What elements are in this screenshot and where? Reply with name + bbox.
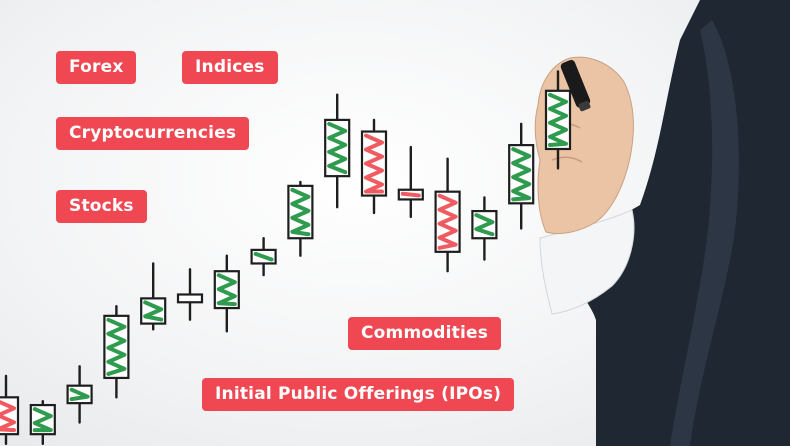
candle-fill [290,187,311,237]
candle-fill [253,251,274,262]
candle-fill [0,400,16,433]
tag-cryptocurrencies: Cryptocurrencies [56,117,250,150]
candle-13 [471,196,498,261]
candle-11 [397,145,424,219]
candle-1 [29,400,56,446]
tag-ipos: Initial Public Offerings (IPOs) [202,378,515,411]
tag-forex: Forex [56,51,137,84]
candle-fill [364,133,384,194]
candle-fill [437,193,458,250]
candle-12 [434,157,461,273]
candle-6 [213,254,240,333]
candle-fill [548,92,568,147]
candle-fill [143,300,164,322]
candle-5 [176,268,204,321]
candle-14 [508,122,535,230]
candle-fill [106,317,127,376]
marker-pen [560,59,591,112]
candlestick-chart [0,70,572,446]
candle-fill [400,191,421,198]
candle-fill [511,147,532,202]
candle-fill [327,121,348,175]
tag-stocks: Stocks [56,190,147,223]
tag-indices: Indices [182,51,278,84]
suit-highlight [670,20,739,446]
candle-10 [360,118,388,215]
candle-7 [250,237,277,277]
candle-body [176,293,204,304]
candle-fill [216,273,237,307]
candle-3 [103,304,130,399]
candle-fill [32,407,53,433]
candle-2 [66,365,93,424]
candle-4 [140,262,167,331]
candle-8 [287,180,314,257]
candle-15 [544,70,572,170]
candle-fill [474,213,495,237]
candle-fill [69,387,90,402]
tag-commodities: Commodities [348,317,502,350]
candle-9 [324,93,351,209]
candle-0 [0,374,20,446]
shirt-cuff [539,209,635,315]
